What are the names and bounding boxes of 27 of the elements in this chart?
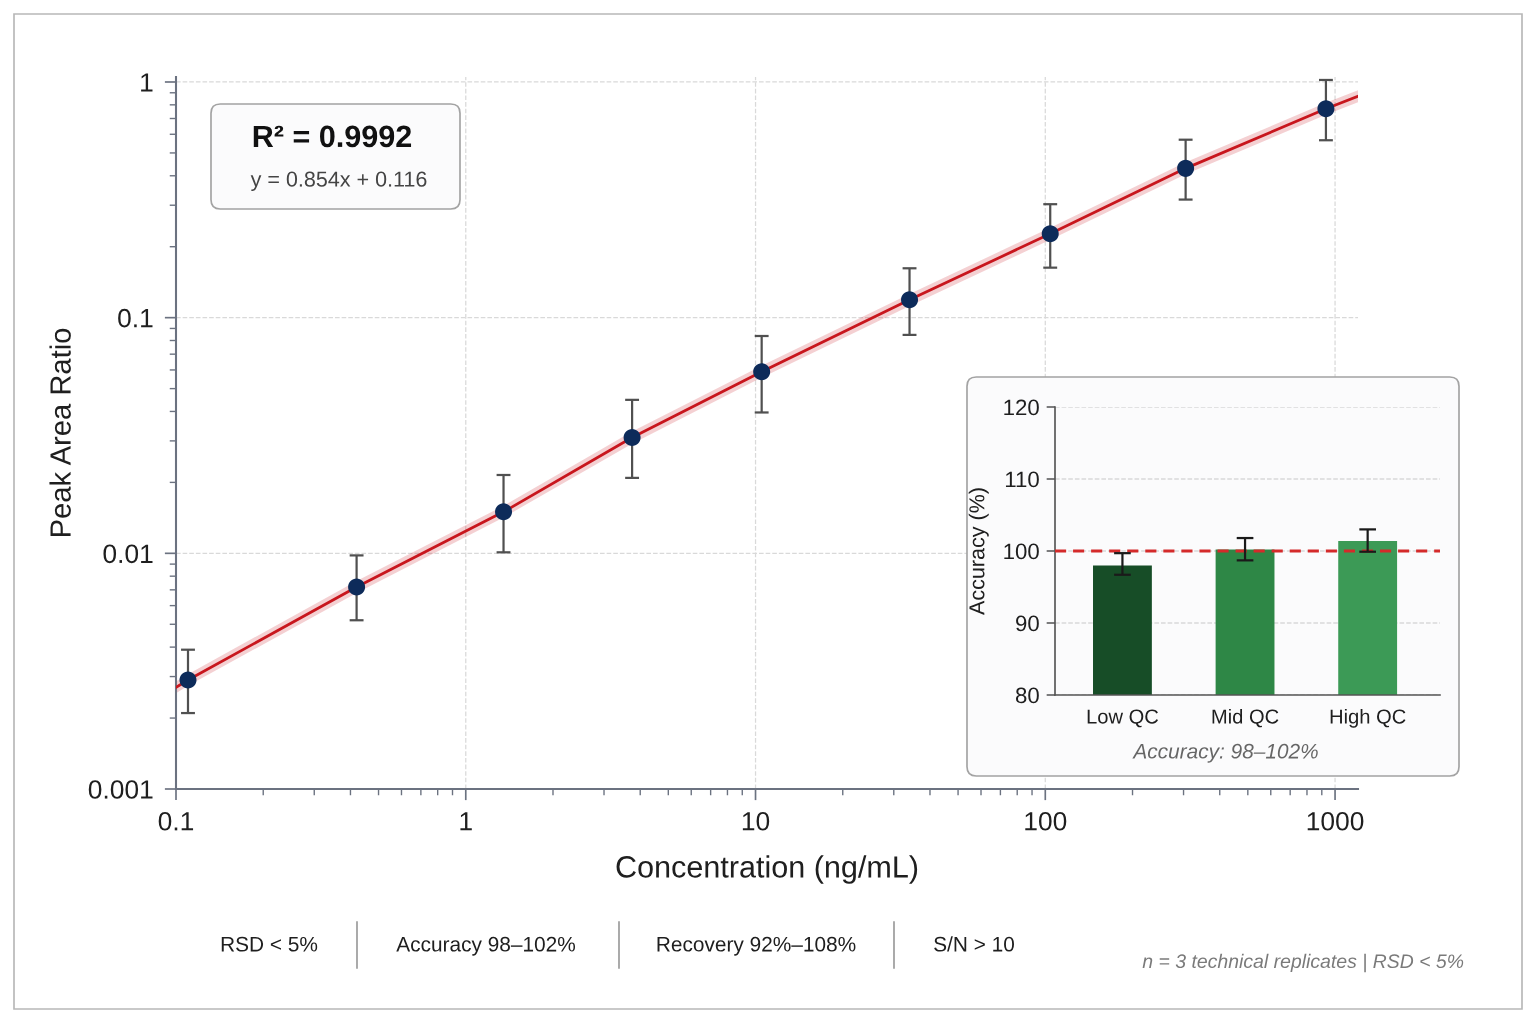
annotation: Accuracy: 98–102%: [1132, 743, 1318, 763]
x-tick-label: Low QC: [1087, 709, 1159, 728]
y-tick-label: 90: [1016, 615, 1039, 632]
y-tick-label: 0.01: [103, 544, 153, 564]
text: Recovery 92%–108%: [657, 936, 856, 956]
y-tick-label: 110: [1005, 471, 1039, 488]
text: Accuracy 98–102%: [396, 936, 576, 956]
y-axis-title: Peak Area Ratio: [49, 328, 71, 536]
x-tick-label: 1000: [1307, 811, 1364, 831]
x-tick-label: Mid QC: [1212, 708, 1279, 728]
y-tick-label: 1: [141, 73, 153, 92]
text: S/N > 10: [934, 936, 1015, 952]
y-tick-label: 0.1: [118, 308, 153, 328]
x-tick-label: 1: [460, 812, 472, 831]
y-tick-label: 120: [1004, 399, 1039, 416]
annotation: y = 0.854x + 0.116: [250, 171, 427, 192]
annotation: R² = 0.9992: [253, 125, 412, 148]
x-tick-label: 0.1: [158, 811, 194, 831]
text: RSD < 5%: [221, 936, 318, 952]
x-tick-label: 10: [742, 811, 770, 831]
x-axis-title: Concentration (ng/mL): [616, 855, 918, 884]
y-tick-label: 100: [1004, 543, 1039, 560]
text: n = 3 technical replicates | RSD < 5%: [1142, 953, 1464, 973]
x-tick-label: High QC: [1330, 708, 1406, 728]
y-tick-label: 0.001: [88, 780, 153, 799]
y-axis-title: Accuracy (%): [968, 488, 989, 615]
y-tick-label: 80: [1015, 687, 1039, 704]
